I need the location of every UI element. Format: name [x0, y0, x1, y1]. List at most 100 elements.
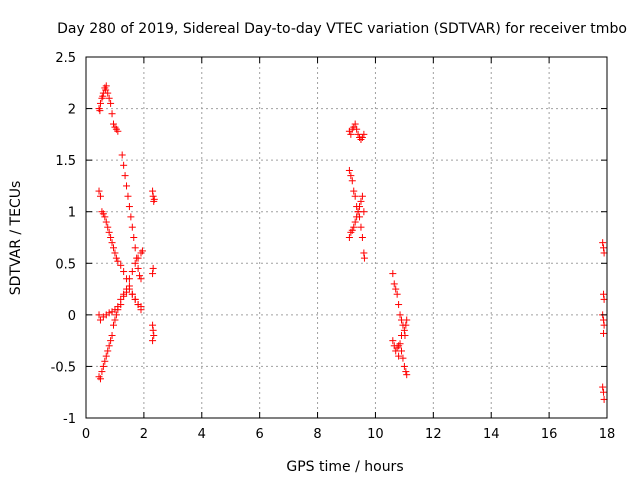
- data-point: [149, 264, 157, 272]
- data-point: [108, 110, 116, 118]
- data-point: [101, 357, 109, 365]
- data-point: [124, 192, 132, 200]
- data-point: [98, 368, 106, 376]
- data-point: [396, 311, 404, 319]
- data-point: [150, 195, 158, 203]
- chart-title: Day 280 of 2019, Sidereal Day-to-day VTE…: [57, 21, 627, 37]
- data-point: [102, 82, 110, 90]
- x-tick-label: 2: [140, 427, 148, 442]
- data-point: [96, 99, 104, 107]
- data-point: [104, 223, 112, 231]
- data-point: [105, 228, 113, 236]
- data-point: [95, 187, 103, 195]
- data-point: [600, 249, 608, 257]
- data-point: [395, 301, 403, 309]
- data-point: [127, 213, 135, 221]
- data-point: [360, 254, 368, 262]
- x-tick-label: 8: [313, 427, 321, 442]
- data-point: [389, 337, 397, 345]
- data-point: [403, 371, 411, 379]
- y-tick-label: 0.5: [55, 257, 76, 272]
- data-point: [399, 354, 407, 362]
- data-point: [125, 275, 133, 283]
- data-point: [600, 295, 608, 303]
- data-point: [351, 218, 359, 226]
- data-point: [111, 316, 119, 324]
- x-tick-label: 18: [599, 427, 616, 442]
- data-point: [347, 130, 355, 138]
- data-point: [149, 326, 157, 334]
- data-point: [599, 239, 607, 247]
- data-point: [600, 244, 608, 252]
- data-point: [108, 239, 116, 247]
- data-point: [345, 234, 353, 241]
- data-point: [600, 321, 608, 329]
- data-point: [109, 120, 117, 128]
- data-point: [397, 347, 405, 355]
- data-point: [392, 285, 400, 293]
- data-point: [600, 290, 608, 298]
- data-point: [599, 383, 607, 391]
- data-point: [118, 151, 126, 159]
- data-point: [120, 268, 128, 276]
- data-point: [358, 133, 366, 141]
- axes: 0 2 4 6 8 10 12 14 16 18 -1 -0.5 0 0.5 1 1.5 2 2.5: [51, 51, 616, 442]
- data-point: [128, 290, 136, 298]
- y-tick-label: 1: [68, 206, 76, 221]
- data-point: [353, 125, 361, 133]
- data-point: [111, 306, 119, 314]
- x-tick-label: 10: [367, 427, 384, 442]
- data-point: [150, 331, 158, 339]
- data-point: [350, 223, 358, 231]
- data-point: [402, 368, 410, 376]
- data-point: [131, 244, 139, 252]
- y-tick-label: 2.5: [55, 51, 76, 66]
- data-point: [137, 275, 145, 283]
- data-point: [347, 172, 355, 180]
- data-point: [112, 311, 120, 319]
- data-point: [96, 192, 104, 200]
- data-point: [136, 272, 144, 280]
- data-point: [95, 311, 103, 319]
- data-point: [149, 192, 157, 200]
- data-point: [117, 295, 125, 303]
- data-point: [105, 94, 113, 102]
- data-point: [128, 223, 136, 231]
- y-tick-label: -1: [63, 412, 76, 427]
- data-point: [117, 261, 125, 269]
- x-tick-label: 4: [198, 427, 206, 442]
- data-point: [393, 290, 401, 298]
- data-point: [149, 187, 157, 195]
- data-point: [389, 270, 397, 278]
- data-point: [600, 395, 608, 403]
- data-point: [99, 210, 107, 218]
- data-point: [133, 254, 141, 262]
- data-point: [397, 331, 405, 339]
- data-point: [357, 197, 365, 205]
- data-point: [123, 288, 131, 296]
- data-point: [358, 192, 366, 200]
- data-point: [104, 347, 112, 355]
- data-point: [99, 362, 107, 370]
- data-point: [358, 234, 366, 241]
- data-point: [149, 337, 157, 345]
- data-point: [351, 120, 359, 128]
- data-point: [99, 92, 107, 100]
- data-point: [353, 213, 361, 221]
- data-point: [396, 340, 404, 348]
- data-point: [109, 321, 117, 329]
- data-point: [125, 285, 133, 293]
- data-point: [102, 352, 110, 360]
- x-axis-label: GPS time / hours: [286, 459, 403, 475]
- data-point: [395, 352, 403, 360]
- y-tick-label: 2: [68, 103, 76, 118]
- data-point: [149, 270, 157, 278]
- data-point: [107, 234, 115, 241]
- data-point: [131, 295, 139, 303]
- data-point: [348, 226, 356, 234]
- data-point: [114, 257, 122, 265]
- x-tick-label: 14: [483, 427, 500, 442]
- x-tick-label: 16: [541, 427, 558, 442]
- data-point: [348, 177, 356, 185]
